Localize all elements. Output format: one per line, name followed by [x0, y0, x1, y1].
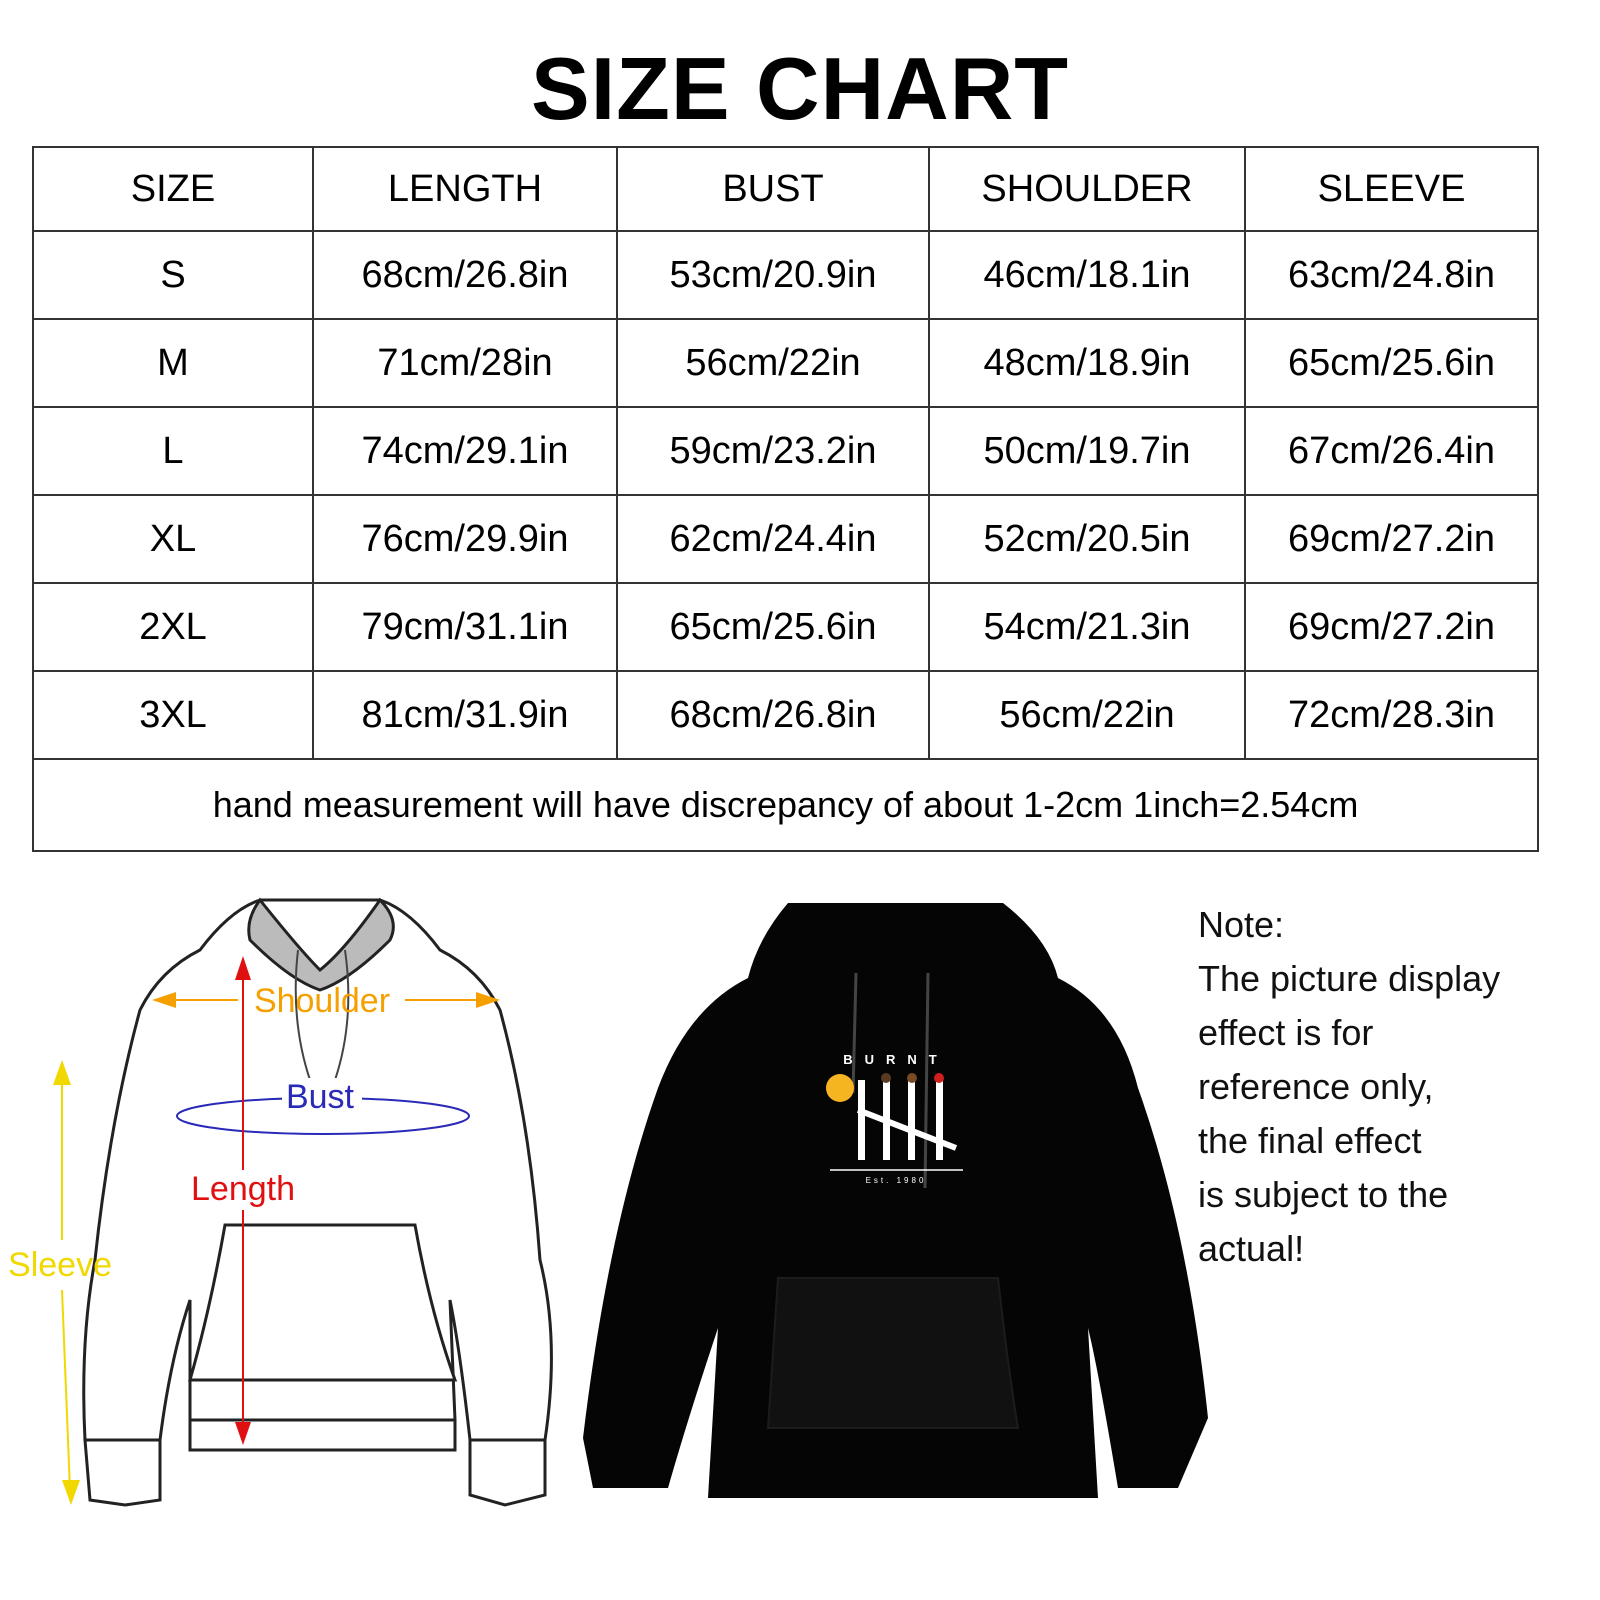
note-line: the final effect — [1198, 1120, 1422, 1161]
note-line: The picture display — [1198, 958, 1501, 999]
measurement-cell: 68cm/26.8in — [616, 670, 930, 760]
table-header-row: SIZE LENGTH BUST SHOULDER SLEEVE — [32, 146, 1539, 232]
measurement-cell: 76cm/29.9in — [312, 494, 618, 584]
size-cell: M — [32, 318, 314, 408]
measurement-cell: 74cm/29.1in — [312, 406, 618, 496]
header-cell: BUST — [616, 146, 930, 232]
measurement-cell: 68cm/26.8in — [312, 230, 618, 320]
size-cell: L — [32, 406, 314, 496]
note-line: is subject to the — [1198, 1174, 1449, 1215]
note-line: reference only, — [1198, 1066, 1434, 1107]
measurement-cell: 65cm/25.6in — [1244, 318, 1539, 408]
measurement-cell: 81cm/31.9in — [312, 670, 618, 760]
table-row: S 68cm/26.8in 53cm/20.9in 46cm/18.1in 63cm/2… — [32, 230, 1539, 320]
note-line: actual! — [1198, 1228, 1305, 1269]
measurement-cell: 79cm/31.1in — [312, 582, 618, 672]
measurement-note: hand measurement will have discrepancy o… — [32, 758, 1539, 852]
measurement-cell: 71cm/28in — [312, 318, 618, 408]
page-title: SIZE CHART — [531, 39, 1069, 138]
header-cell: SHOULDER — [928, 146, 1246, 232]
measurement-cell: 56cm/22in — [616, 318, 930, 408]
measurement-cell: 69cm/27.2in — [1244, 494, 1539, 584]
measurement-cell: 69cm/27.2in — [1244, 582, 1539, 672]
measurement-cell: 54cm/21.3in — [928, 582, 1246, 672]
measurement-cell: 65cm/25.6in — [616, 582, 930, 672]
table-footer-row: hand measurement will have discrepancy o… — [32, 758, 1539, 852]
print-text: BURNT — [843, 1052, 949, 1067]
length-measure: Length — [190, 956, 298, 1445]
size-cell: 2XL — [32, 582, 314, 672]
note-heading: Note: — [1198, 904, 1285, 945]
measurement-cell: 59cm/23.2in — [616, 406, 930, 496]
measurement-cell: 62cm/24.4in — [616, 494, 930, 584]
product-hoodie-image: BURNT Est. 1980 — [583, 903, 1208, 1498]
size-cell: S — [32, 230, 314, 320]
measurement-diagram: Bust Shoulder Length Sleeve — [8, 897, 553, 1507]
length-label: Length — [191, 1170, 295, 1208]
sleeve-measure: Sleeve — [8, 1060, 112, 1505]
note-block: Note: The picture display effect is for … — [1198, 898, 1500, 1276]
size-cell: 3XL — [32, 670, 314, 760]
measurement-cell: 67cm/26.4in — [1244, 406, 1539, 496]
bust-label: Bust — [286, 1078, 355, 1116]
size-table: SIZE LENGTH BUST SHOULDER SLEEVE S 68cm/2… — [32, 146, 1539, 852]
burnt-print: BURNT Est. 1980 — [826, 1052, 963, 1185]
measurement-cell: 46cm/18.1in — [928, 230, 1246, 320]
header-cell: SLEEVE — [1244, 146, 1539, 232]
table-row: 3XL 81cm/31.9in 68cm/26.8in 56cm/22in 72cm/2… — [32, 670, 1539, 760]
sleeve-label: Sleeve — [8, 1246, 112, 1284]
measurement-cell: 48cm/18.9in — [928, 318, 1246, 408]
measurement-cell: 53cm/20.9in — [616, 230, 930, 320]
print-subtext: Est. 1980 — [866, 1176, 927, 1185]
header-cell: LENGTH — [312, 146, 618, 232]
bust-measure: Bust — [176, 1078, 470, 1135]
table-row: M 71cm/28in 56cm/22in 48cm/18.9in 65cm/25.6i… — [32, 318, 1539, 408]
header-cell: SIZE — [32, 146, 314, 232]
table-row: 2XL 79cm/31.1in 65cm/25.6in 54cm/21.3in 69cm… — [32, 582, 1539, 672]
measurement-cell: 50cm/19.7in — [928, 406, 1246, 496]
measurement-cell: 52cm/20.5in — [928, 494, 1246, 584]
measurement-cell: 63cm/24.8in — [1244, 230, 1539, 320]
note-line: effect is for — [1198, 1012, 1374, 1053]
shoulder-measure: Shoulder — [152, 982, 500, 1020]
measurement-cell: 72cm/28.3in — [1244, 670, 1539, 760]
size-cell: XL — [32, 494, 314, 584]
table-row: L 74cm/29.1in 59cm/23.2in 50cm/19.7in 67cm/2… — [32, 406, 1539, 496]
table-row: XL 76cm/29.9in 62cm/24.4in 52cm/20.5in 69cm/… — [32, 494, 1539, 584]
shoulder-label: Shoulder — [254, 982, 390, 1020]
measurement-cell: 56cm/22in — [928, 670, 1246, 760]
